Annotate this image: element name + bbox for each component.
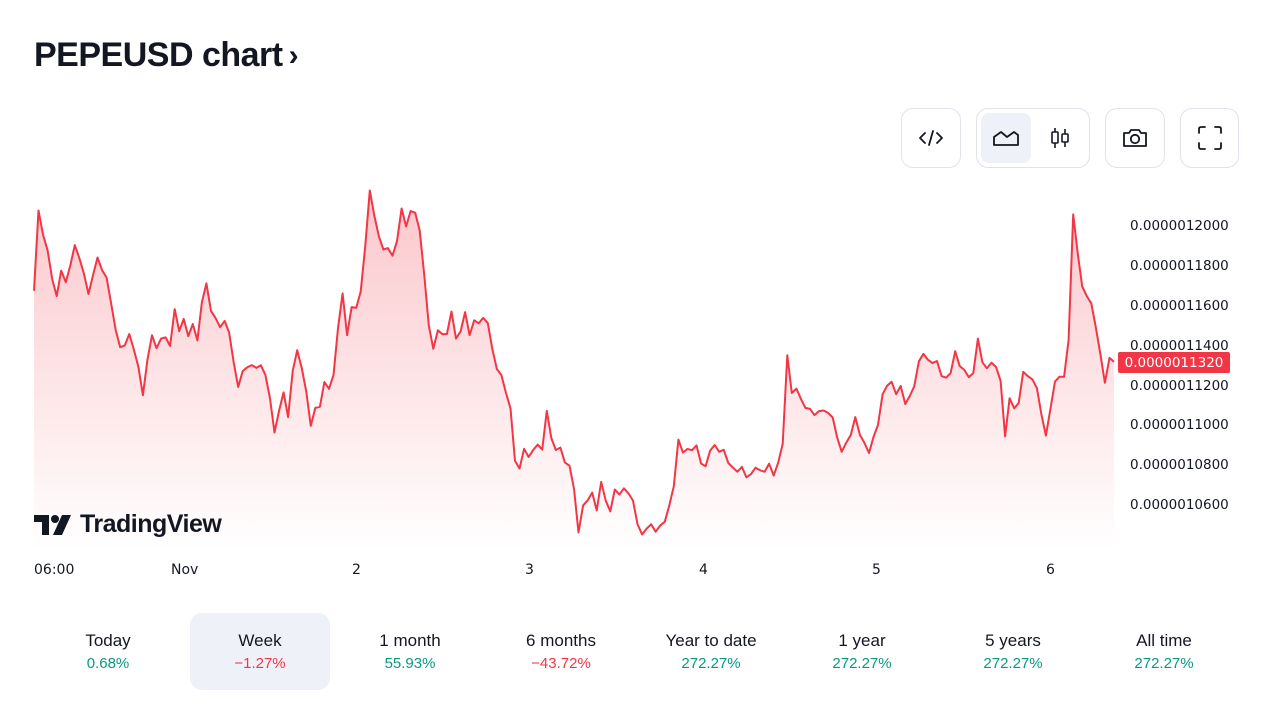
x-tick-label: 2 bbox=[352, 562, 361, 578]
y-tick-label: 0.0000011400 bbox=[1130, 338, 1229, 354]
fullscreen-button[interactable] bbox=[1180, 108, 1239, 168]
period-label: All time bbox=[1136, 631, 1192, 650]
x-tick-label: Nov bbox=[171, 562, 199, 578]
period-1-year[interactable]: 1 year 272.27% bbox=[792, 613, 932, 690]
period-change: −1.27% bbox=[234, 655, 286, 672]
period-5-years[interactable]: 5 years 272.27% bbox=[943, 613, 1083, 690]
logo-text: TradingView bbox=[80, 510, 222, 538]
screenshot-button[interactable] bbox=[1105, 108, 1165, 168]
period-label: 5 years bbox=[985, 631, 1041, 650]
embed-code-icon bbox=[919, 130, 943, 146]
candlestick-icon bbox=[1051, 128, 1069, 148]
fullscreen-icon bbox=[1197, 126, 1222, 150]
period-year-to-date[interactable]: Year to date 272.27% bbox=[641, 613, 781, 690]
y-tick-label: 0.0000010800 bbox=[1130, 457, 1229, 473]
y-tick-label: 0.0000011000 bbox=[1130, 417, 1229, 433]
period-1-month[interactable]: 1 month 55.93% bbox=[340, 613, 480, 690]
y-tick-label: 0.0000011800 bbox=[1130, 258, 1229, 274]
period-week[interactable]: Week −1.27% bbox=[190, 613, 330, 690]
area-chart-svg bbox=[33, 189, 1115, 550]
x-tick-label: 6 bbox=[1046, 562, 1055, 578]
period-label: Year to date bbox=[665, 631, 757, 650]
page-title-text: PEPEUSD chart bbox=[34, 36, 283, 74]
period-change: 272.27% bbox=[1134, 655, 1194, 672]
last-price-tag: 0.0000011320 bbox=[1118, 352, 1230, 373]
x-tick-label: 3 bbox=[525, 562, 534, 578]
x-tick-label: 06:00 bbox=[34, 562, 75, 578]
embed-button[interactable] bbox=[901, 108, 961, 168]
period-change: 272.27% bbox=[681, 655, 741, 672]
camera-icon bbox=[1123, 129, 1147, 147]
chevron-right-icon: › bbox=[288, 38, 299, 72]
x-tick-label: 5 bbox=[872, 562, 881, 578]
chart-style-toggle bbox=[976, 108, 1090, 168]
area-chart-icon bbox=[993, 131, 1019, 146]
performance-periods: Today 0.68% Week −1.27% 1 month 55.93% 6… bbox=[0, 613, 1280, 690]
period-label: 6 months bbox=[526, 631, 596, 650]
price-chart[interactable] bbox=[0, 180, 1280, 580]
area-chart-button[interactable] bbox=[981, 113, 1031, 163]
period-all-time[interactable]: All time 272.27% bbox=[1094, 613, 1234, 690]
chart-toolbar bbox=[0, 108, 1280, 168]
price-line bbox=[33, 189, 1115, 536]
page-title[interactable]: PEPEUSD chart › bbox=[34, 36, 299, 75]
period-label: 1 year bbox=[838, 631, 886, 650]
y-tick-label: 0.0000011200 bbox=[1130, 378, 1229, 394]
period-change: 272.27% bbox=[832, 655, 892, 672]
period-change: 0.68% bbox=[86, 655, 130, 672]
period-change: 272.27% bbox=[983, 655, 1043, 672]
period-change: −43.72% bbox=[531, 655, 591, 672]
period-today[interactable]: Today 0.68% bbox=[38, 613, 178, 690]
y-tick-label: 0.0000012000 bbox=[1130, 218, 1229, 234]
tradingview-logo-icon bbox=[34, 514, 71, 535]
y-tick-label: 0.0000011600 bbox=[1130, 298, 1229, 314]
x-tick-label: 4 bbox=[699, 562, 708, 578]
area-fill bbox=[34, 190, 1114, 550]
period-label: 1 month bbox=[379, 631, 441, 650]
period-label: Week bbox=[238, 631, 282, 650]
period-6-months[interactable]: 6 months −43.72% bbox=[491, 613, 631, 690]
period-label: Today bbox=[85, 631, 131, 650]
tradingview-logo: TradingView bbox=[34, 510, 222, 539]
y-tick-label: 0.0000010600 bbox=[1130, 497, 1229, 513]
period-change: 55.93% bbox=[384, 655, 436, 672]
candlestick-button[interactable] bbox=[1035, 113, 1085, 163]
